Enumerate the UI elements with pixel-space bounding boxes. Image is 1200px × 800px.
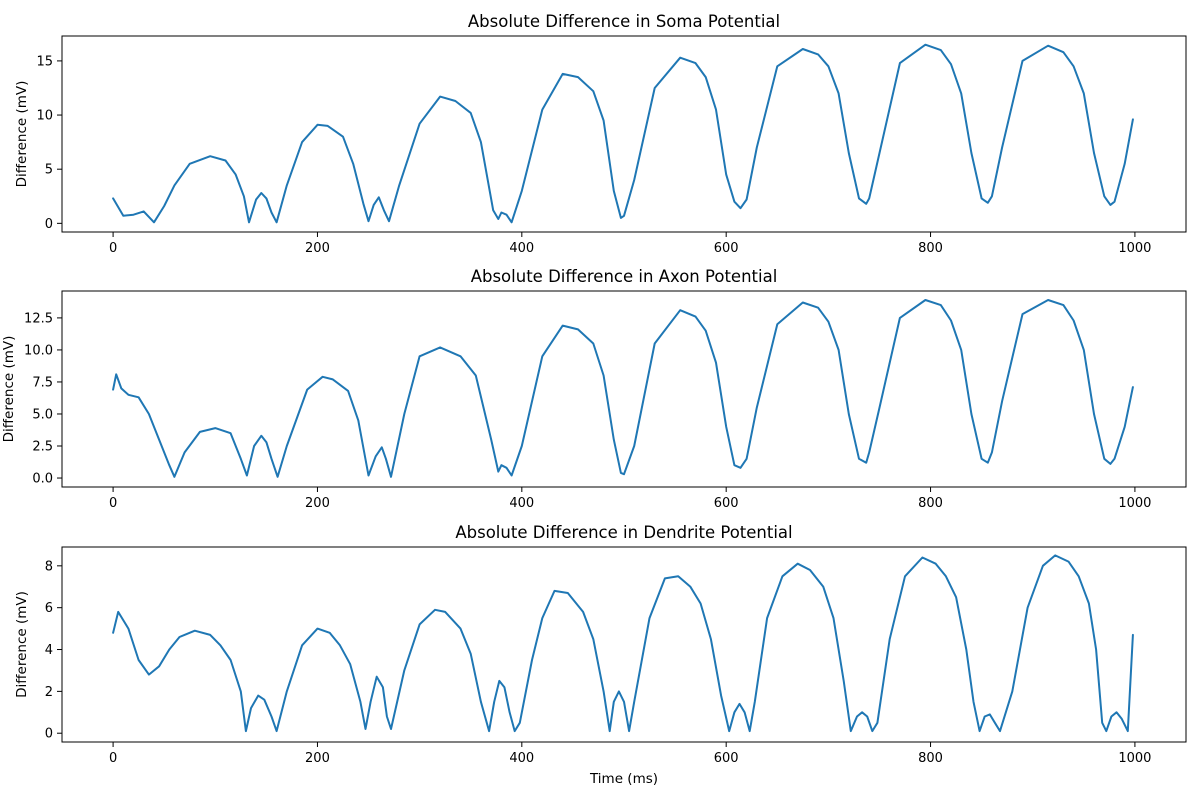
axes-frame xyxy=(61,290,1187,488)
x-tick-label: 200 xyxy=(305,751,330,766)
x-tick-label: 600 xyxy=(714,241,739,256)
x-tick-label: 800 xyxy=(918,241,943,256)
subplot-title: Absolute Difference in Axon Potential xyxy=(471,267,778,286)
x-tick-label: 0 xyxy=(109,496,117,511)
x-tick-label: 0 xyxy=(109,241,117,256)
y-tick-label: 2.5 xyxy=(32,440,53,455)
y-tick-label: 7.5 xyxy=(32,375,53,390)
y-axis-label: Difference (mV) xyxy=(1,336,17,443)
axes-frame xyxy=(61,35,1187,233)
y-tick-label: 5 xyxy=(45,163,53,178)
y-tick-label: 4 xyxy=(45,643,53,658)
x-tick-label: 0 xyxy=(109,751,117,766)
y-tick-label: 0 xyxy=(45,727,53,742)
series-line xyxy=(112,299,1134,478)
y-axis-label: Difference (mV) xyxy=(14,81,30,188)
y-axis-label: Difference (mV) xyxy=(14,591,30,698)
y-tick-label: 5.0 xyxy=(32,407,53,422)
x-tick-label: 400 xyxy=(509,751,534,766)
x-tick-label: 400 xyxy=(509,241,534,256)
subplot-2: Absolute Difference in Axon Potential 0 20… xyxy=(1,267,1187,511)
y-tick-label: 0 xyxy=(45,217,53,232)
y-tick-label: 12.5 xyxy=(24,311,53,326)
x-tick-label: 600 xyxy=(714,496,739,511)
x-tick-label: 1000 xyxy=(1118,751,1151,766)
y-tick-label: 6 xyxy=(45,601,53,616)
x-tick-label: 400 xyxy=(509,496,534,511)
x-tick-label: 1000 xyxy=(1118,496,1151,511)
y-tick-label: 2 xyxy=(45,685,53,700)
y-tick-label: 8 xyxy=(45,559,53,574)
series-line xyxy=(112,554,1134,733)
x-tick-label: 200 xyxy=(305,241,330,256)
x-tick-label: 200 xyxy=(305,496,330,511)
y-tick-label: 10 xyxy=(36,109,53,124)
x-tick-label: 1000 xyxy=(1118,241,1151,256)
x-tick-label: 800 xyxy=(918,751,943,766)
axes-frame xyxy=(61,546,1187,743)
x-tick-label: 800 xyxy=(918,496,943,511)
y-tick-label: 15 xyxy=(36,54,53,69)
subplot-title: Absolute Difference in Dendrite Potentia… xyxy=(455,523,792,542)
y-tick-label: 10.0 xyxy=(24,343,53,358)
subplot-1: Absolute Difference in Soma Potential 0 20… xyxy=(14,12,1187,256)
subplot-3: Absolute Difference in Dendrite Potentia… xyxy=(14,523,1187,787)
x-tick-label: 600 xyxy=(714,751,739,766)
y-tick-label: 0.0 xyxy=(32,472,53,487)
subplot-title: Absolute Difference in Soma Potential xyxy=(468,12,780,31)
x-axis-label: Time (ms) xyxy=(589,771,658,787)
series-line xyxy=(112,43,1134,224)
